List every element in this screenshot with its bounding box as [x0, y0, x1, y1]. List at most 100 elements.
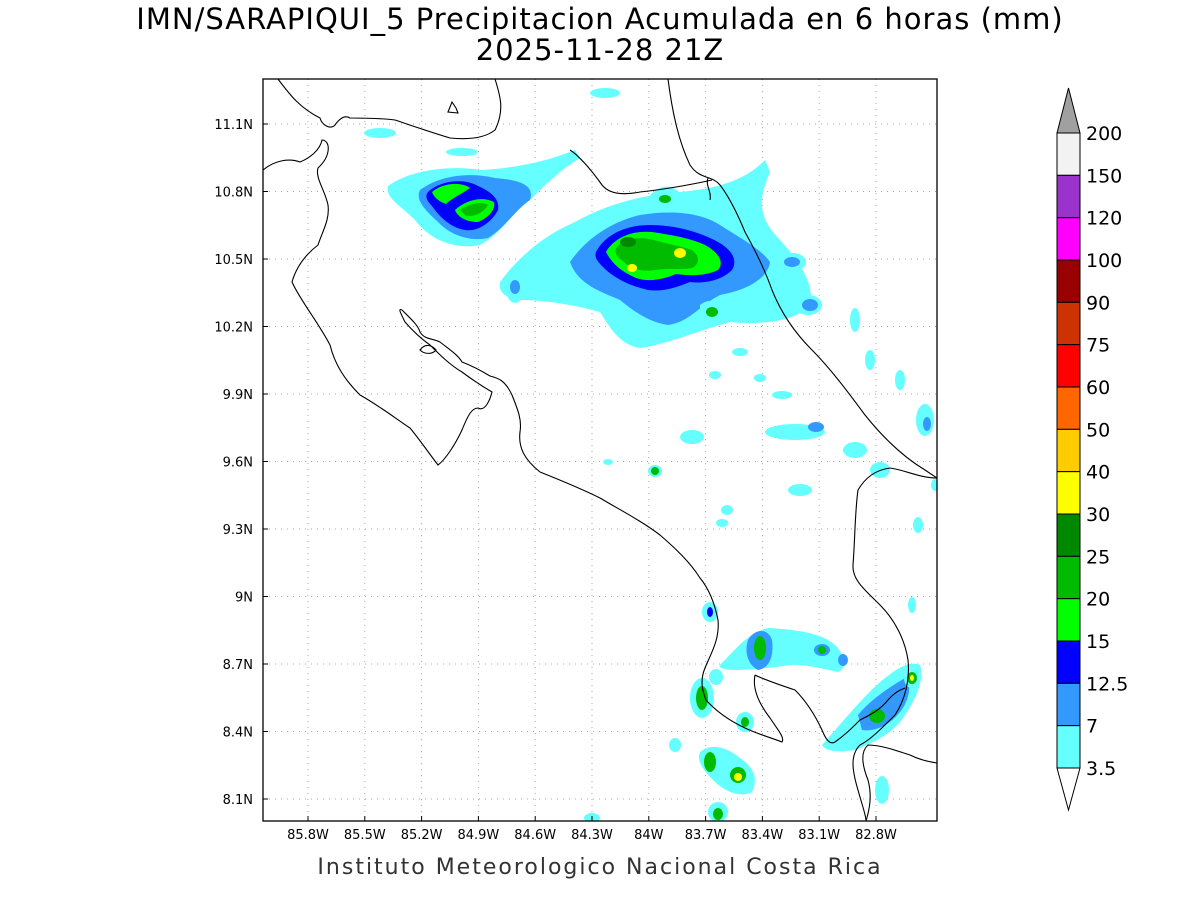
colorbar-swatch	[1056, 598, 1081, 642]
precip-cell-northwest	[387, 150, 580, 247]
precip-35-area	[603, 459, 613, 465]
colorbar-swatch	[1056, 301, 1081, 346]
y-tick-label: 8.7N	[223, 658, 253, 673]
title-line-2: 2025-11-28 21Z	[475, 33, 725, 67]
precip-7-area	[808, 422, 824, 432]
precip-35-area	[913, 517, 923, 533]
colorbar-swatch	[1056, 174, 1081, 219]
x-tick-label: 85.2W	[401, 828, 443, 843]
colorbar-label: 12.5	[1086, 673, 1128, 695]
nicaragua-lake-shore	[569, 149, 713, 195]
x-tick-label: 84.9W	[457, 828, 499, 843]
precip-35-area	[908, 597, 916, 613]
precip-35-area	[709, 371, 721, 379]
precip-35-area	[850, 308, 860, 332]
nicaragua-border-east	[667, 79, 937, 479]
colorbar-under-arrow	[1056, 767, 1081, 812]
longitude-axis: 85.8W 85.5W 85.2W 84.9W 84.6W 84.3W 84W 83.7W 83…	[287, 816, 897, 843]
colorbar-over-arrow	[1056, 87, 1081, 134]
precip-7-area	[923, 417, 931, 431]
osa-peninsula-shore	[754, 674, 906, 744]
x-tick-label: 84W	[634, 828, 664, 843]
colorbar-swatch	[1056, 682, 1081, 727]
colorbar-swatch	[1056, 640, 1081, 684]
precip-35-area	[824, 740, 836, 750]
colorbar-label: 75	[1086, 335, 1110, 357]
map-frame	[262, 78, 938, 822]
colorbar-label: 20	[1086, 589, 1110, 611]
precip-7-area	[784, 257, 800, 267]
x-tick-label: 82.8W	[855, 828, 897, 843]
x-tick-label: 83.4W	[741, 828, 783, 843]
precip-35-area	[754, 374, 766, 382]
precip-7-area	[510, 280, 520, 294]
colorbar-swatch	[1056, 217, 1081, 261]
precip-20-area	[713, 808, 723, 820]
precip-35-area	[669, 738, 681, 752]
precip-35-area	[721, 505, 733, 515]
colorbar-label: 50	[1086, 419, 1110, 441]
colorbar-label: 15	[1086, 631, 1110, 653]
colorbar-label: 90	[1086, 292, 1110, 314]
y-tick-label: 10.2N	[214, 321, 253, 336]
x-tick-label: 85.8W	[287, 828, 329, 843]
precip-7-area	[838, 654, 848, 666]
colorbar-label: 30	[1086, 504, 1110, 526]
precip-20-area	[704, 752, 716, 772]
precip-30-area	[734, 773, 742, 781]
precip-35-area	[709, 669, 723, 685]
island-nicaragua	[447, 100, 459, 114]
latitude-axis: 11.1N 10.8N 10.5N 10.2N 9.9N 9.6N 9.3N 9N 8.7N 8.…	[214, 118, 268, 808]
precip-30-area	[674, 248, 686, 258]
y-tick-label: 9N	[235, 591, 253, 606]
precip-25-area	[620, 237, 636, 247]
colorbar-label: 120	[1086, 208, 1122, 230]
colorbar-label: 7	[1086, 716, 1098, 738]
precip-35-area	[364, 128, 396, 138]
costa-rica-pacific-north	[263, 139, 493, 466]
y-tick-label: 9.9N	[223, 388, 253, 403]
y-tick-label: 10.5N	[214, 253, 253, 268]
precip-20-area	[696, 686, 708, 710]
precip-20-area	[615, 238, 698, 271]
precip-35-area	[680, 430, 704, 444]
x-tick-label: 85.5W	[344, 828, 386, 843]
colorbar-label: 150	[1086, 165, 1122, 187]
precipitation-map: 85.8W 85.5W 85.2W 84.9W 84.6W 84.3W 84W 83.7W 83…	[214, 78, 1128, 843]
colorbar-swatch	[1056, 259, 1081, 303]
x-tick-label: 84.3W	[571, 828, 613, 843]
precip-35-area	[865, 350, 875, 370]
colorbar-label: 100	[1086, 250, 1122, 272]
precip-30-area	[910, 675, 914, 681]
precip-20-area	[741, 717, 749, 727]
colorbar-swatch	[1056, 132, 1081, 176]
precip-7-area	[802, 299, 818, 311]
y-tick-label: 9.6N	[223, 456, 253, 471]
x-tick-label: 83.1W	[798, 828, 840, 843]
precip-cells-scattered	[364, 88, 937, 613]
x-tick-label: 84.6W	[514, 828, 556, 843]
precip-30-area	[627, 264, 637, 272]
map-background	[263, 79, 937, 821]
colorbar-swatch	[1056, 428, 1081, 473]
colorbar-label: 3.5	[1086, 758, 1116, 780]
y-tick-label: 9.3N	[223, 523, 253, 538]
colorbar-swatch	[1056, 725, 1081, 769]
y-tick-label: 11.1N	[214, 118, 253, 133]
island-nicoya	[419, 344, 437, 354]
precip-20-area	[706, 307, 718, 317]
colorbar-swatch	[1056, 386, 1081, 430]
precip-20-area	[460, 202, 488, 217]
panama-coast-south	[862, 744, 937, 821]
precip-35-area	[931, 479, 937, 491]
precip-35-area	[590, 88, 620, 98]
precip-35-area	[732, 348, 748, 356]
colorbar-label: 25	[1086, 546, 1110, 568]
panama-border	[852, 467, 937, 821]
map-plot-area: 85.8W 85.5W 85.2W 84.9W 84.6W 84.3W 84W 83.7W 83…	[214, 78, 938, 843]
colorbar-swatch	[1056, 344, 1081, 388]
y-tick-label: 8.1N	[223, 793, 253, 808]
title-line-1: IMN/SARAPIQUI_5 Precipitacion Acumulada …	[136, 2, 1064, 36]
colorbar: 200 150 120 100 90 75 60 50 40 30 25 20 15 12.5 7 3.5	[1056, 87, 1128, 812]
precip-20-area	[651, 467, 659, 475]
